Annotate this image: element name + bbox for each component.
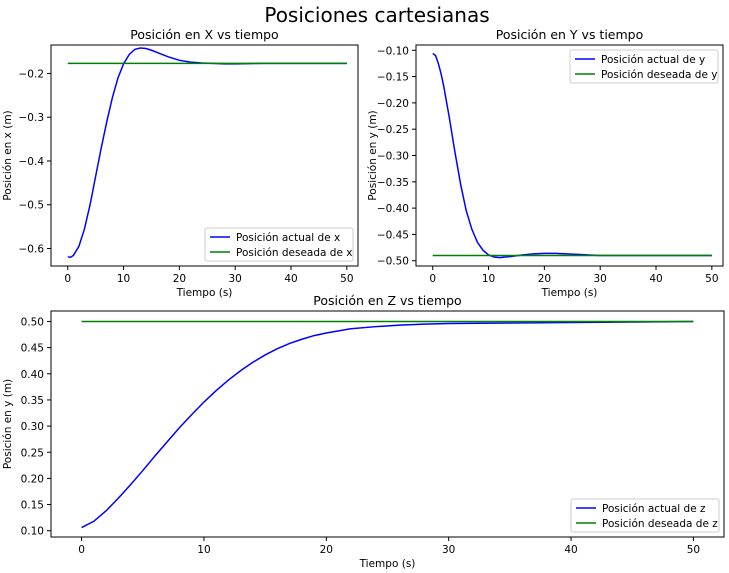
chart-1-x-tick-label: 40 (649, 273, 662, 285)
chart-0-x-axis-label: Tiempo (s) (176, 287, 233, 299)
chart-0-legend-label-0: Posición actual de x (236, 232, 340, 244)
chart-1-legend-box (569, 49, 719, 84)
chart-0-legend-box (204, 227, 354, 262)
chart-2-y-tick-label: 0.35 (21, 395, 44, 407)
chart-2-x-tick-label: 20 (320, 544, 333, 556)
chart-0-y-tick-label: −0.5 (19, 200, 45, 212)
chart-1-x-tick-label: 20 (538, 273, 551, 285)
chart-2-y-axis-label: Posición en y (m) (2, 379, 14, 469)
chart-1-y-tick-label: −0.40 (377, 203, 409, 215)
chart-0-x-tick-label: 20 (173, 273, 186, 285)
chart-0-y-tick-label: −0.4 (19, 156, 45, 168)
chart-0-x-tick-label: 50 (340, 273, 353, 285)
chart-1-y-tick-label: −0.35 (377, 177, 409, 189)
chart-1-x-tick-label: 0 (429, 273, 436, 285)
chart-2-x-tick-label: 40 (564, 544, 577, 556)
chart-1-y-tick-label: −0.20 (377, 98, 409, 110)
chart-1-x-tick-label: 30 (594, 273, 607, 285)
chart-1-x-tick-label: 10 (482, 273, 495, 285)
chart-2-legend: Posición actual de z Posición deseada de … (570, 498, 720, 533)
chart-0-legend: Posición actual de x Posición deseada de … (204, 227, 354, 262)
subplot-x-vs-time: 0 10 20 30 40 50 −0.6 −0.5 −0.4 −0.3 −0.2 Posición … (2, 27, 359, 299)
chart-1-legend-label-0: Posición actual de y (601, 54, 705, 66)
chart-2-y-tick-label: 0.10 (21, 526, 44, 538)
chart-0-y-axis-label: Posición en x (m) (2, 110, 14, 200)
chart-1-legend-label-1: Posición deseada de y (601, 69, 717, 81)
chart-0-title: Posición en X vs tiempo (130, 27, 278, 42)
chart-2-y-tick-label: 0.30 (21, 421, 44, 433)
chart-1-title: Posición en Y vs tiempo (496, 27, 644, 42)
chart-2-y-tick-label: 0.25 (21, 447, 44, 459)
chart-1-y-tick-label: −0.45 (377, 229, 409, 241)
chart-2-legend-label-1: Posición deseada de z (602, 518, 718, 530)
chart-2-y-tick-label: 0.45 (21, 343, 44, 355)
chart-2-axes-frame (50, 310, 725, 538)
chart-0-axes-frame (50, 44, 359, 267)
subplot-y-vs-time: 0 10 20 30 40 50 −0.10 −0.15 −0.20 −0.25 −0.30 −0.3… (367, 27, 724, 299)
chart-0-x-tick-label: 30 (229, 273, 242, 285)
chart-2-y-tick-label: 0.20 (21, 473, 44, 485)
chart-0-x-tick-label: 0 (64, 273, 71, 285)
chart-0-legend-label-1: Posición deseada de x (236, 247, 352, 259)
chart-2-title: Posición en Z vs tiempo (313, 293, 461, 308)
chart-0-y-tick-label: −0.2 (19, 68, 45, 80)
chart-0-x-tick-label: 40 (284, 273, 297, 285)
subplot-z-vs-time: 0 10 20 30 40 50 0.10 0.15 0.20 0.25 0.30 0.35 0.40 0… (2, 293, 725, 570)
chart-1-y-tick-label: −0.10 (377, 45, 409, 57)
chart-1-y-tick-label: −0.15 (377, 72, 409, 84)
chart-2-y-tick-label: 0.15 (21, 500, 44, 512)
chart-1-y-tick-label: −0.25 (377, 124, 409, 136)
chart-1-y-axis-label: Posición en y (m) (367, 110, 379, 200)
chart-0-y-tick-label: −0.3 (19, 112, 45, 124)
chart-1-y-tick-label: −0.50 (377, 256, 409, 268)
chart-2-legend-label-0: Posición actual de z (602, 503, 706, 515)
chart-2-x-tick-label: 10 (197, 544, 210, 556)
chart-1-y-tick-label: −0.30 (377, 151, 409, 163)
chart-1-x-axis-label: Tiempo (s) (541, 287, 598, 299)
chart-2-series-line-0 (81, 320, 694, 529)
figure-title: Posiciones cartesianas (264, 3, 489, 27)
chart-2-y-tick-label: 0.50 (21, 316, 44, 328)
chart-2-x-axis-label: Tiempo (s) (359, 558, 416, 570)
chart-2-x-tick-label: 50 (687, 544, 700, 556)
chart-1-legend: Posición actual de y Posición deseada de … (569, 49, 719, 84)
chart-1-x-tick-label: 50 (705, 273, 718, 285)
chart-0-x-tick-label: 10 (117, 273, 130, 285)
chart-2-y-tick-label: 0.40 (21, 369, 44, 381)
chart-0-y-tick-label: −0.6 (19, 243, 45, 255)
chart-2-x-tick-label: 30 (442, 544, 455, 556)
chart-2-x-tick-label: 0 (78, 544, 85, 556)
chart-2-legend-box (570, 498, 720, 533)
